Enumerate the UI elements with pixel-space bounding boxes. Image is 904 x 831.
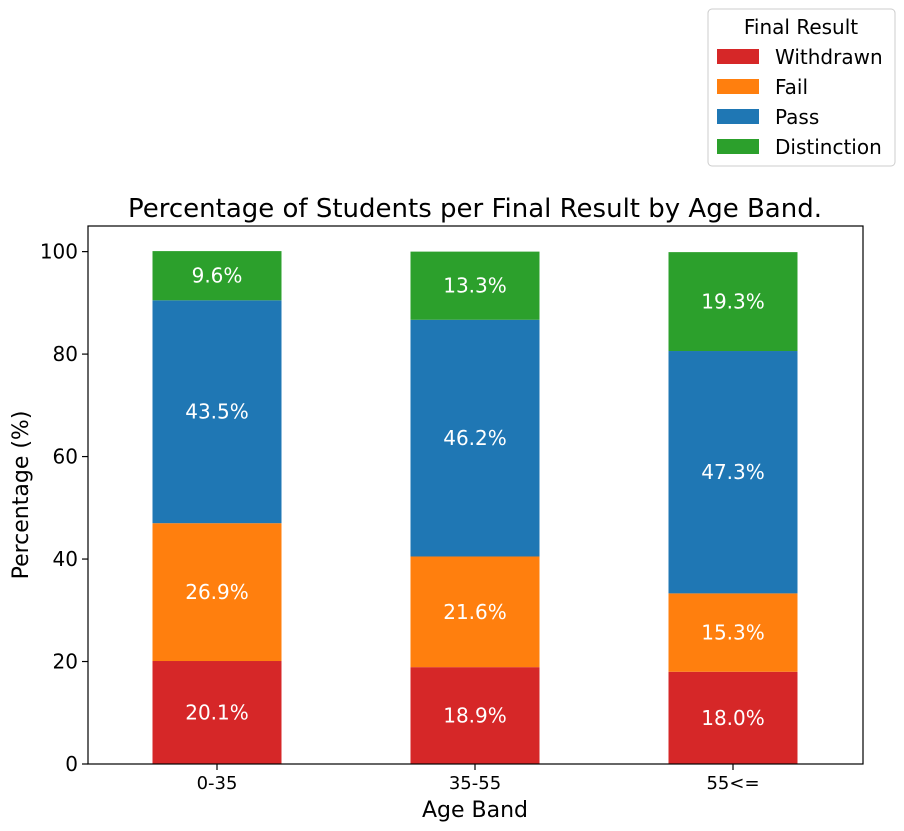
data-label-withdrawn-1: 18.9% [443, 704, 507, 728]
y-tick-label: 20 [53, 650, 78, 674]
bar-withdrawn-2 [668, 671, 798, 764]
x-axis: 0-35 35-55 55<= [197, 764, 760, 794]
bar-pass-0 [152, 300, 282, 524]
bar-fail-1 [410, 556, 540, 668]
data-label-distinction-0: 9.6% [192, 264, 243, 288]
plot-area: 20.1% 26.9% 43.5% 9.6% 18.9% 21.6% 46.2% 13.3% 1… [152, 251, 798, 764]
bar-distinction-0 [152, 251, 282, 301]
data-label-fail-2: 15.3% [701, 621, 765, 645]
y-tick-label: 100 [40, 240, 78, 264]
data-label-withdrawn-0: 20.1% [185, 701, 249, 725]
y-axis: 0 20 40 60 80 100 [40, 240, 88, 776]
data-label-distinction-2: 19.3% [701, 290, 765, 314]
y-tick-label: 80 [53, 342, 78, 366]
bar-distinction-1 [410, 251, 540, 320]
legend-label-distinction: Distinction [775, 135, 882, 159]
x-tick-label: 0-35 [197, 773, 238, 794]
legend-swatch-withdrawn [717, 49, 759, 64]
bar-distinction-2 [668, 252, 798, 352]
data-label-distinction-1: 13.3% [443, 274, 507, 298]
data-label-pass-1: 46.2% [443, 426, 507, 450]
bar-withdrawn-0 [152, 661, 282, 764]
data-label-pass-0: 43.5% [185, 400, 249, 424]
bar-fail-2 [668, 593, 798, 672]
legend-swatch-pass [717, 109, 759, 124]
legend-swatch-fail [717, 79, 759, 94]
bar-pass-1 [410, 319, 540, 557]
bar-fail-0 [152, 523, 282, 662]
data-label-withdrawn-2: 18.0% [701, 706, 765, 730]
legend-label-withdrawn: Withdrawn [775, 45, 883, 69]
y-tick-label: 60 [53, 445, 78, 469]
chart-title: Percentage of Students per Final Result … [128, 194, 822, 224]
data-label-fail-0: 26.9% [185, 580, 249, 604]
legend-label-fail: Fail [775, 75, 808, 99]
y-tick-label: 40 [53, 547, 78, 571]
y-axis-label: Percentage (%) [9, 411, 34, 580]
legend-swatch-distinction [717, 139, 759, 154]
legend-title: Final Result [744, 15, 858, 39]
bar-withdrawn-1 [410, 667, 540, 764]
data-label-fail-1: 21.6% [443, 600, 507, 624]
legend: Final Result Withdrawn Fail Pass Distinctio… [707, 8, 896, 167]
x-tick-label: 55<= [706, 773, 759, 794]
legend-label-pass: Pass [775, 105, 819, 129]
x-axis-label: Age Band [422, 798, 528, 823]
bar-pass-2 [668, 351, 798, 594]
data-label-pass-2: 47.3% [701, 460, 765, 484]
y-tick-label: 0 [65, 752, 78, 776]
legend-box [707, 8, 896, 167]
x-tick-label: 35-55 [449, 773, 501, 794]
